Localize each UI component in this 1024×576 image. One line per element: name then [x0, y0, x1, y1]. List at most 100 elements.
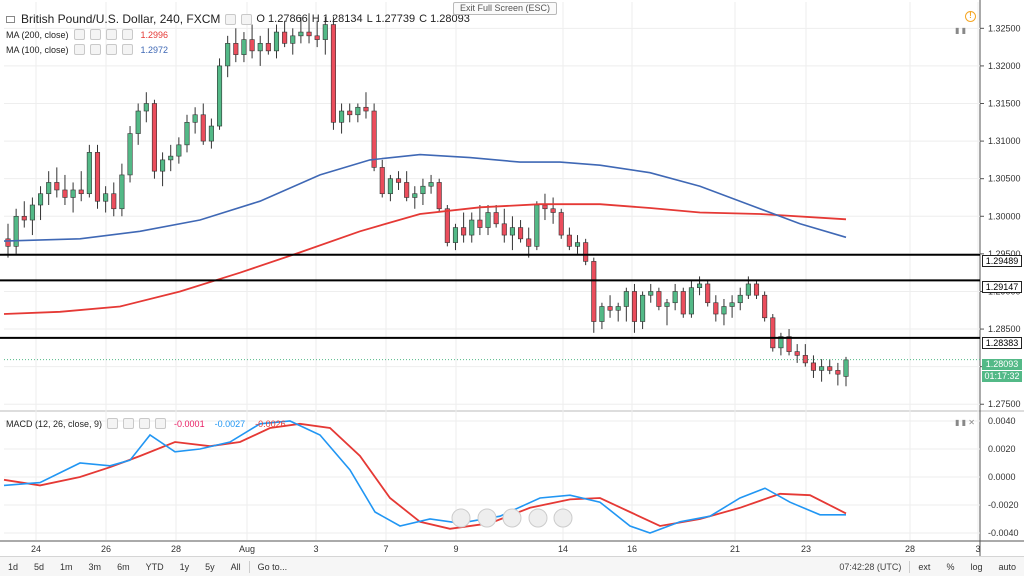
macd-pane-controls[interactable]: ▮ ▮ ✕ [955, 418, 975, 427]
candle-body [737, 294, 743, 304]
macd-legend: MACD (12, 26, close, 9) -0.0001 -0.0027 … [6, 418, 286, 429]
range-all[interactable]: All [230, 561, 241, 572]
time-tick-label: 21 [730, 544, 740, 554]
ma200-more-icon[interactable] [121, 29, 133, 40]
candle-body [534, 204, 540, 247]
candle-body [526, 238, 532, 247]
hline-tag-1[interactable]: 1.29489 [982, 255, 1022, 267]
candle-body [558, 212, 564, 236]
candle-body [794, 351, 800, 356]
candle-body [200, 114, 206, 142]
candle-body [273, 31, 280, 52]
candle-body [160, 159, 166, 172]
macd-hist-value: -0.0001 [174, 418, 205, 429]
candle-body [762, 294, 768, 319]
ma100-eye-icon[interactable] [73, 44, 85, 55]
ma200-eye-icon[interactable] [73, 29, 85, 40]
price-tick-label: 1.30000 [988, 211, 1021, 221]
eye-icon[interactable] [225, 13, 237, 25]
price-tick-label: 1.32500 [988, 23, 1021, 33]
range-6m[interactable]: 6m [117, 561, 130, 572]
chart-nav-control-4 [528, 508, 548, 528]
candle-body [477, 219, 483, 228]
candle-body [566, 234, 572, 247]
range-1y[interactable]: 1y [179, 561, 190, 572]
candle-body [835, 370, 841, 375]
log-button[interactable]: log [970, 561, 983, 572]
hline-tag-3[interactable]: 1.28383 [982, 337, 1022, 349]
ohlc-close: C 1.28093 [419, 13, 470, 25]
pane-controls[interactable]: ▮ ▮ [955, 26, 967, 35]
candle-body [94, 152, 101, 202]
ma200-settings-icon[interactable] [89, 29, 101, 40]
ma100-line [3, 153, 847, 242]
ma200-close-icon[interactable] [105, 29, 117, 40]
alert-icon[interactable]: ! [965, 11, 976, 22]
macd-settings-icon[interactable] [123, 418, 135, 429]
candle-body [103, 193, 109, 202]
candle-body [770, 317, 776, 349]
chart-nav-control-5 [553, 508, 573, 528]
candle-body [371, 110, 377, 168]
candle-body [705, 283, 711, 304]
ext-button[interactable]: ext [918, 561, 931, 572]
candle-body [591, 261, 597, 322]
last-price-tag: 1.28093 [982, 359, 1022, 370]
range-ytd[interactable]: YTD [145, 561, 164, 572]
candle-body [135, 110, 141, 134]
macd-close-icon[interactable] [139, 418, 151, 429]
range-5y[interactable]: 5y [205, 561, 215, 572]
ma200-line [3, 203, 847, 315]
ma100-settings-icon[interactable] [89, 44, 101, 55]
candle-body [753, 283, 760, 296]
macd-tick-label: 0.0020 [988, 444, 1016, 454]
candle-body [640, 294, 646, 322]
candle-body [29, 204, 35, 221]
price-tick-label: 1.27500 [988, 399, 1021, 409]
ma100-more-icon[interactable] [121, 44, 133, 55]
candle-body [249, 39, 255, 52]
candle-body [672, 291, 678, 304]
range-5d[interactable]: 5d [34, 561, 45, 572]
candle-body [721, 306, 727, 315]
candle-body [680, 291, 686, 315]
ma100-close-icon[interactable] [105, 44, 117, 55]
candle-body [208, 125, 214, 142]
candle-body [306, 31, 312, 37]
percent-button[interactable]: % [946, 561, 955, 572]
range-1m[interactable]: 1m [60, 561, 73, 572]
ohlc-high: H 1.28134 [311, 13, 363, 25]
candle-body [648, 291, 654, 296]
exit-fullscreen-button[interactable]: Exit Full Screen (ESC) [453, 2, 557, 15]
symbol-legend: British Pound/U.S. Dollar, 240, FXCM O 1… [6, 12, 470, 26]
collapse-icon[interactable] [6, 15, 15, 23]
candle-body [664, 302, 670, 307]
macd-more-icon[interactable] [155, 418, 167, 429]
range-1d[interactable]: 1d [8, 561, 19, 572]
candle-body [729, 302, 735, 307]
toolbar-divider [248, 560, 250, 573]
range-3m[interactable]: 3m [88, 561, 102, 572]
candle-body [168, 155, 174, 161]
ma200-legend: MA (200, close) 1.2996 [6, 29, 168, 40]
candle-body [509, 227, 515, 236]
goto-button[interactable]: Go to... [257, 561, 288, 572]
settings-icon[interactable] [241, 13, 253, 25]
candle-body [452, 227, 459, 243]
macd-line-value: -0.0027 [214, 418, 246, 429]
candle-body [379, 167, 385, 195]
auto-button[interactable]: auto [998, 561, 1016, 572]
hline-tag-2[interactable]: 1.29147 [982, 281, 1022, 293]
macd-eye-icon[interactable] [107, 418, 119, 429]
candle-body [843, 359, 849, 377]
candle-body [713, 302, 719, 315]
chart-nav-control-2 [477, 508, 497, 528]
candle-body [412, 193, 418, 198]
ma100-value: 1.2972 [140, 44, 169, 55]
candle-body [86, 152, 92, 195]
candle-body [607, 306, 613, 311]
candle-body [363, 106, 369, 112]
chart-nav-control-1 [451, 508, 471, 528]
